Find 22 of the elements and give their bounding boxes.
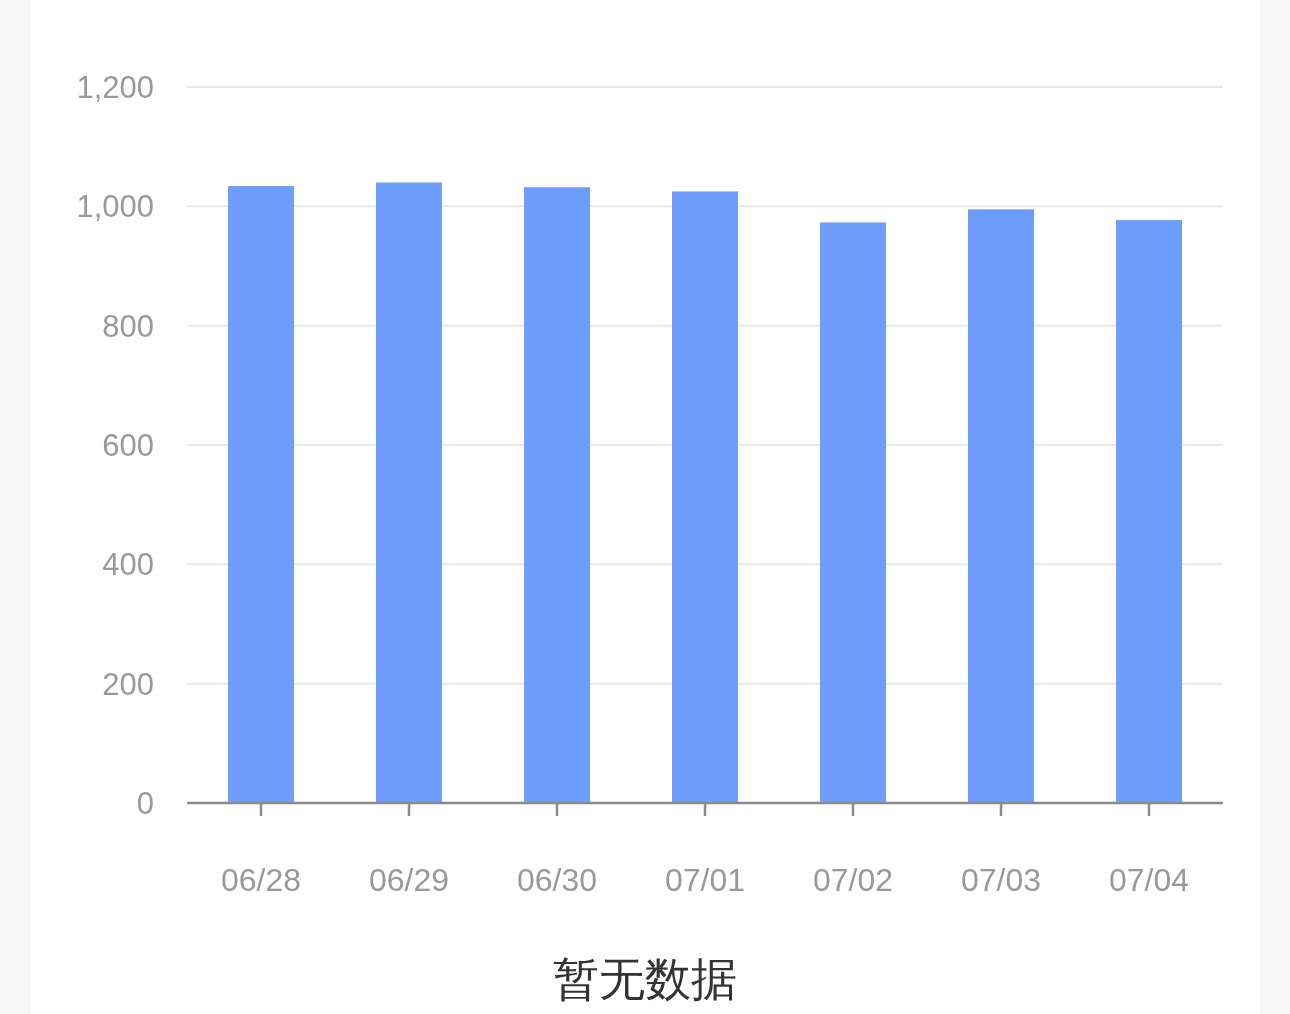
- bar: [524, 187, 590, 803]
- y-tick-label: 1,000: [76, 189, 154, 225]
- bar: [672, 191, 738, 803]
- y-tick-label: 1,200: [76, 70, 154, 105]
- y-tick-label: 800: [102, 308, 154, 344]
- x-tick-label: 07/02: [812, 862, 894, 898]
- x-tick-label: 06/29: [368, 862, 450, 898]
- x-tick-label: 07/04: [1108, 862, 1190, 898]
- y-tick-label: 200: [102, 666, 154, 702]
- text: 暂无数据: [553, 952, 737, 1006]
- bar: [376, 182, 442, 803]
- y-tick-label: 400: [102, 547, 154, 583]
- bar: [1116, 220, 1182, 803]
- bar: [820, 222, 886, 803]
- x-tick-label: 06/28: [220, 862, 302, 898]
- y-tick-label: 600: [102, 428, 154, 463]
- x-tick-label: 07/01: [664, 862, 746, 898]
- bar: [228, 186, 294, 803]
- x-tick-label: 06/30: [516, 862, 598, 898]
- y-tick-label: 0: [136, 786, 154, 821]
- bar: [968, 209, 1034, 803]
- x-tick-label: 07/03: [960, 862, 1042, 898]
